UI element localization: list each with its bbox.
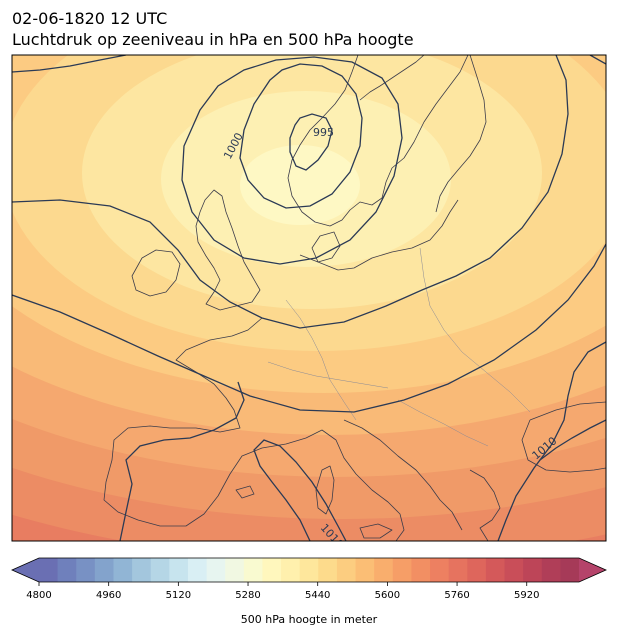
coastline-baltic xyxy=(299,199,459,271)
colorbar-swatch xyxy=(336,558,357,582)
height-band xyxy=(240,145,360,225)
border-eastern-europe xyxy=(419,247,531,413)
colorbar-ticks: 4800 4960 5120 5280 5440 5600 5760 5920 xyxy=(26,582,539,601)
coastline-greece xyxy=(469,469,501,541)
country-borders xyxy=(267,247,531,447)
isobar-1000 xyxy=(181,56,403,265)
isobar-995 xyxy=(239,63,363,209)
colorbar-tick-label: 5120 xyxy=(166,590,191,601)
colorbar-swatch xyxy=(485,558,506,582)
colorbar-swatch xyxy=(467,558,487,582)
colorbar-tick-label: 5280 xyxy=(235,590,260,601)
colorbar-swatch xyxy=(411,558,431,582)
colorbar-label: 500 hPa hoogte in meter xyxy=(240,613,378,626)
colorbar-tick-label: 5920 xyxy=(514,590,539,601)
colorbar-swatch xyxy=(541,558,561,582)
colorbar-extend-high xyxy=(579,558,606,582)
colorbar-swatch xyxy=(243,558,263,582)
coastline-scandinavia xyxy=(287,55,469,227)
colorbar-extend-low xyxy=(12,558,39,582)
weather-map: 1000 995 1010 1010 xyxy=(11,54,607,542)
coastline-great-britain xyxy=(195,189,261,311)
colorbar-swatch xyxy=(299,558,319,582)
border-balkans xyxy=(397,399,489,447)
coastline-black-sea xyxy=(521,401,606,473)
coastline-denmark xyxy=(311,231,341,263)
coastline-sicily xyxy=(359,523,393,539)
colorbar-swatch xyxy=(430,558,450,582)
colorbar-tick-label: 5600 xyxy=(375,590,400,601)
colorbar-swatch xyxy=(281,558,301,582)
isobar-1005 xyxy=(12,55,569,329)
colorbar-swatch xyxy=(187,558,208,582)
colorbar-swatch xyxy=(392,558,412,582)
coastline-norway-north xyxy=(359,55,425,101)
colorbar-swatch xyxy=(504,558,524,582)
isobar-1010-west xyxy=(119,381,245,541)
colorbar-swatch xyxy=(94,558,114,582)
colorbar-swatch xyxy=(206,558,226,582)
colorbar-swatch xyxy=(523,558,543,582)
colorbar-swatch xyxy=(225,558,245,582)
height-field xyxy=(12,55,606,541)
colorbar-swatch xyxy=(57,558,77,582)
colorbar-swatch xyxy=(150,558,170,582)
isobar-low-inner xyxy=(289,113,333,171)
coastlines xyxy=(103,55,606,541)
colorbar-tick-label: 4960 xyxy=(96,590,121,601)
coastline-balearic xyxy=(235,485,255,499)
isobar-top-right xyxy=(589,55,606,65)
coastline-adriatic xyxy=(343,419,463,531)
coastline-western-europe xyxy=(103,317,307,527)
colorbar-swatch xyxy=(113,558,133,582)
colorbar-tick-label: 5440 xyxy=(305,590,330,601)
map-title-description: Luchtdruk op zeeniveau in hPa en 500 hPa… xyxy=(12,30,414,49)
isobar-label-995: 995 xyxy=(313,126,334,139)
colorbar-swatch xyxy=(132,558,152,582)
isobar-top-left xyxy=(12,55,127,73)
coastline-finland xyxy=(435,55,487,213)
map-frame xyxy=(11,54,607,542)
map-title-date: 02-06-1820 12 UTC xyxy=(12,9,168,28)
colorbar-swatch xyxy=(39,558,59,582)
isobar-1010-east xyxy=(497,341,606,541)
isobar-bottom-right xyxy=(539,419,606,461)
border-alps xyxy=(267,361,389,389)
colorbar-swatch xyxy=(560,558,580,582)
colorbar-swatch xyxy=(76,558,96,582)
coastline-corsica-sardinia xyxy=(315,465,335,515)
colorbar-swatch xyxy=(374,558,394,582)
colorbar-swatch xyxy=(448,558,468,582)
colorbar: 4800 4960 5120 5280 5440 5600 5760 5920 xyxy=(11,557,607,601)
coastline-ireland xyxy=(131,249,181,297)
colorbar-tick-label: 4800 xyxy=(26,590,51,601)
colorbar-swatch xyxy=(318,558,338,582)
colorbar-swatch xyxy=(262,558,282,582)
colorbar-tick-label: 5760 xyxy=(444,590,469,601)
colorbar-swatch xyxy=(169,558,189,582)
colorbar-swatch xyxy=(355,558,375,582)
colorbar-swatches xyxy=(39,558,580,582)
isobars xyxy=(12,55,606,541)
isobar-outer-north xyxy=(12,243,606,413)
isobar-1010-south xyxy=(253,439,347,541)
border-central-europe xyxy=(285,299,357,421)
coastline-italy xyxy=(305,429,405,541)
